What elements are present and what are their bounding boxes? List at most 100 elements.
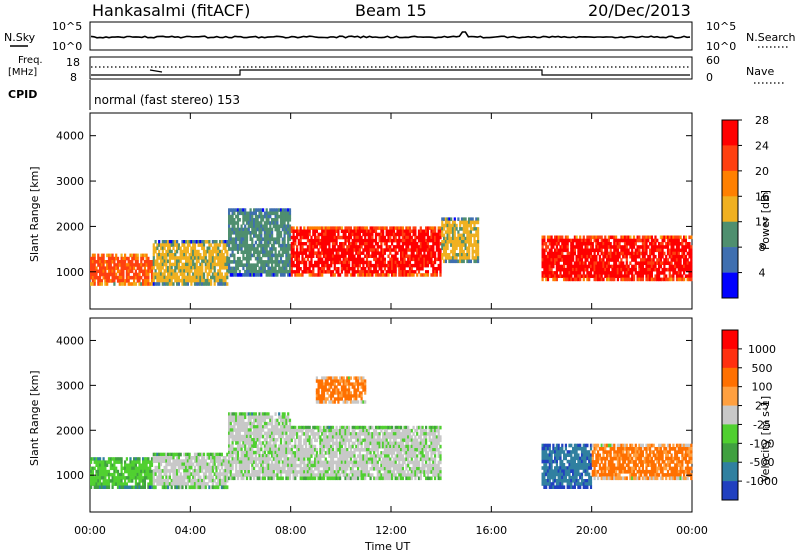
power-cell-5 [548,271,551,275]
power-cell-5 [554,274,557,278]
power-cell-1 [204,240,207,244]
power-cell-3 [387,229,390,233]
power-cell-3 [385,270,388,274]
power-cell-2 [281,263,284,267]
power-cell-5 [645,251,648,256]
power-cell-3 [401,229,404,233]
velocity-cell-2 [260,447,263,452]
power-cell-3 [408,273,412,277]
power-cell-3 [403,273,406,277]
power-cell-3 [330,226,333,230]
velocity-cell-0 [118,457,121,461]
power-cell-5 [568,254,571,259]
power-cell-3 [342,235,345,240]
power-cell-3 [337,270,340,274]
velocity-cell-2 [258,470,261,474]
power-cell-2 [262,224,265,229]
velocity-cell-1 [202,482,206,486]
velocity-cell-0 [102,482,105,486]
velocity-cell-2 [253,457,256,461]
power-cell-3 [371,238,374,243]
power-cell-5 [632,238,636,243]
velocity-cell-1 [168,462,171,467]
velocity-cell-1 [161,452,164,457]
velocity-cell-1 [179,472,182,476]
power-cell-3 [398,229,401,233]
power-cell-5 [640,251,643,256]
power-cell-5 [686,251,689,256]
velocity-cell-1 [197,452,200,457]
power-cell-0 [90,260,93,264]
power-cell-5 [672,245,675,249]
velocity-cell-2 [274,444,277,448]
velocity-cell-1 [201,485,204,490]
power-colorbar-tick-label: 28 [755,114,769,127]
power-cell-2 [249,208,252,212]
power-cell-3 [296,226,299,230]
power-cell-1 [190,282,193,286]
power-cell-5 [573,271,576,275]
velocity-cell-2 [229,418,232,423]
power-cell-3 [357,238,360,243]
power-cell-2 [265,240,268,245]
power-cell-4 [453,243,456,247]
power-cell-5 [665,267,668,272]
power-cell-5 [650,251,653,256]
power-cell-5 [654,254,657,259]
power-cell-3 [319,226,322,230]
power-cell-3 [425,238,428,243]
velocity-cell-2 [240,425,243,429]
power-cell-5 [586,254,589,259]
velocity-cell-0 [107,469,111,474]
velocity-cell-2 [276,466,279,471]
power-cell-5 [600,267,603,272]
power-cell-3 [330,273,333,277]
power-cell-1 [210,269,213,273]
power-cell-5 [611,267,614,272]
velocity-cell-2 [242,428,245,432]
power-cell-3 [392,245,395,249]
power-cell-5 [561,258,564,262]
power-cell-2 [231,208,234,212]
power-cell-1 [213,282,216,286]
power-cell-3 [412,226,415,230]
velocity-cell-2 [272,466,275,471]
power-cell-0 [136,260,139,264]
power-cell-1 [181,266,184,270]
power-cell-0 [93,272,96,277]
power-cell-1 [224,262,227,267]
power-cell-2 [285,263,288,267]
velocity-cell-1 [163,465,166,470]
power-cell-4 [460,217,464,221]
power-cell-5 [668,261,671,265]
power-cell-4 [446,243,449,247]
power-cell-0 [118,279,121,283]
power-cell-1 [220,256,223,260]
power-cell-2 [245,253,249,258]
power-cell-2 [233,211,236,216]
power-cell-0 [91,272,94,277]
power-cell-0 [120,260,123,264]
power-cell-2 [285,250,288,254]
power-cell-5 [589,251,593,256]
power-cell-4 [453,246,456,251]
power-cell-3 [403,238,406,243]
power-cell-1 [185,269,188,273]
power-cell-1 [188,266,191,270]
power-cell-5 [554,258,557,262]
power-cell-5 [579,242,582,246]
power-cell-5 [679,242,682,246]
power-cell-2 [229,237,232,241]
velocity-cell-0 [149,479,152,483]
power-cell-3 [428,257,431,262]
power-cell-2 [272,218,275,222]
power-cell-3 [337,260,340,265]
velocity-cell-1 [192,456,195,460]
power-y-tick-label: 1000 [56,266,84,279]
power-cell-0 [102,266,105,270]
power-cell-5 [566,251,569,256]
power-cell-2 [287,260,290,264]
velocity-cell-2 [244,473,247,477]
power-cell-5 [566,271,569,275]
power-cell-3 [430,260,433,265]
